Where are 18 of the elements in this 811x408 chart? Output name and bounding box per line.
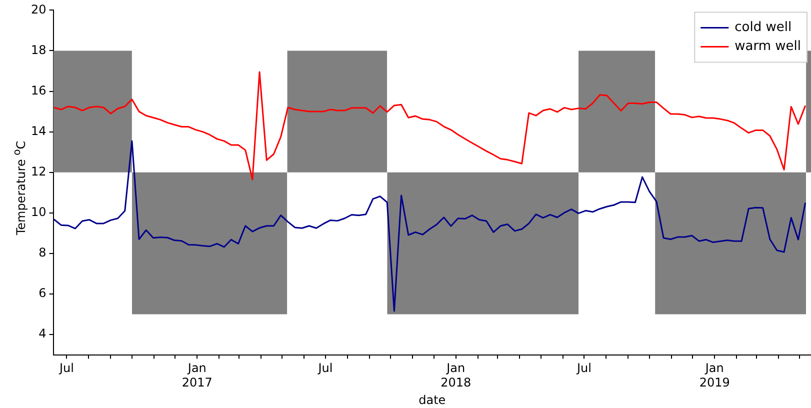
y-tick-label: 4 bbox=[38, 326, 46, 341]
y-tick-label: 16 bbox=[30, 83, 46, 98]
x-tick-label: Jan 2019 bbox=[699, 361, 730, 390]
y-tick-label: 14 bbox=[30, 124, 46, 138]
legend-label: warm well bbox=[734, 39, 802, 54]
x-axis-title: date bbox=[418, 392, 446, 407]
y-tick-label: 20 bbox=[30, 2, 46, 16]
y-tick-label: 6 bbox=[38, 286, 46, 300]
x-tick-label: Jul bbox=[576, 361, 592, 376]
y-tick-label: 18 bbox=[30, 42, 46, 57]
legend-label: cold well bbox=[734, 20, 792, 36]
x-tick-label: Jul bbox=[317, 361, 333, 376]
x-tick-label: Jan 2017 bbox=[182, 361, 212, 390]
x-tick-label: Jul bbox=[58, 361, 74, 376]
y-tick-label: 8 bbox=[38, 246, 46, 260]
y-tick-label: 12 bbox=[30, 164, 46, 178]
y-tick-label: 10 bbox=[30, 205, 46, 220]
x-tick-label: Jan 2018 bbox=[440, 361, 472, 390]
